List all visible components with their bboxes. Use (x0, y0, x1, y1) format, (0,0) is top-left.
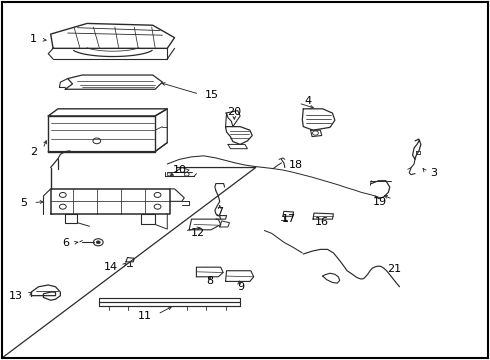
Text: 14: 14 (103, 262, 118, 272)
Text: 21: 21 (387, 264, 401, 274)
Text: 2: 2 (30, 147, 37, 157)
Text: 6: 6 (62, 238, 69, 248)
Text: 12: 12 (191, 228, 205, 238)
Text: 15: 15 (205, 90, 219, 100)
Text: 11: 11 (138, 311, 152, 321)
Text: 1: 1 (30, 35, 37, 44)
Text: 3: 3 (431, 168, 438, 178)
Text: 19: 19 (373, 197, 387, 207)
Circle shape (97, 241, 100, 244)
Text: 17: 17 (282, 214, 296, 224)
Text: 18: 18 (289, 160, 303, 170)
Text: 4: 4 (304, 96, 312, 106)
Text: 7: 7 (216, 207, 223, 217)
Text: 5: 5 (21, 198, 27, 208)
Text: 10: 10 (173, 165, 187, 175)
Text: 8: 8 (206, 276, 214, 287)
Text: 9: 9 (238, 282, 245, 292)
Text: 20: 20 (227, 107, 242, 117)
Text: 16: 16 (315, 217, 329, 227)
Text: 13: 13 (8, 291, 23, 301)
